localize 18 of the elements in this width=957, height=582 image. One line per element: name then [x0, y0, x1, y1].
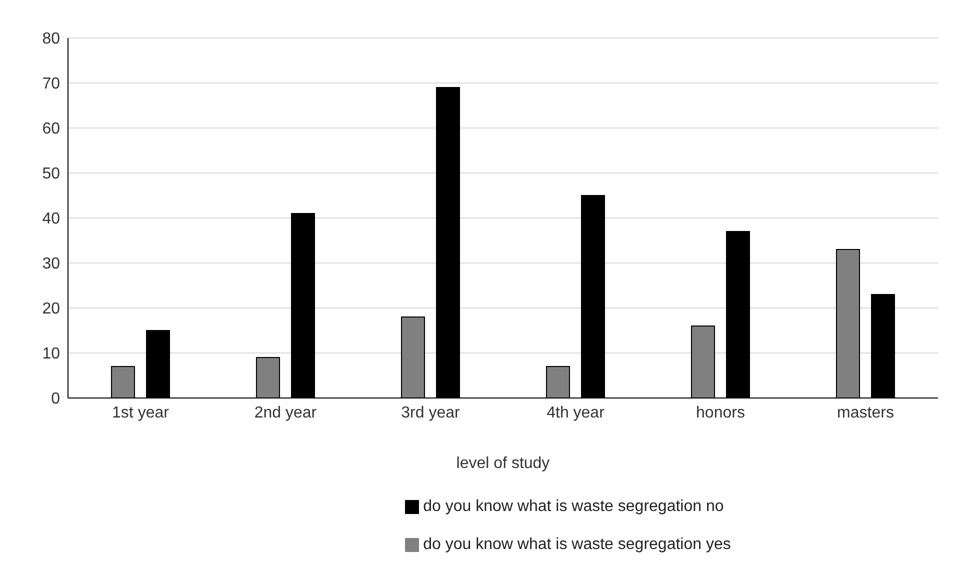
- x-tick-label: 2nd year: [254, 404, 318, 422]
- y-tick-label: 70: [42, 76, 60, 93]
- y-tick-label: 10: [42, 346, 60, 363]
- y-tick-label: 50: [42, 166, 60, 183]
- y-tick-label: 0: [51, 390, 60, 408]
- y-tick-label: 60: [42, 120, 60, 138]
- y-tick-label: 40: [42, 210, 60, 228]
- legend-label: do you know what is waste segregation no: [423, 498, 724, 515]
- y-tick-label: 20: [42, 300, 60, 318]
- x-tick-label: 1st year: [112, 404, 170, 422]
- y-tick-label: 80: [42, 30, 60, 48]
- x-tick-label: 4th year: [546, 404, 606, 422]
- y-tick-label: 30: [42, 256, 60, 273]
- x-tick-label: masters: [837, 404, 894, 422]
- x-tick-label: honors: [696, 404, 745, 422]
- legend-label: do you know what is waste segregation yes: [423, 536, 731, 553]
- x-axis-title: level of study: [456, 455, 550, 472]
- x-tick-label: 3rd year: [401, 404, 461, 422]
